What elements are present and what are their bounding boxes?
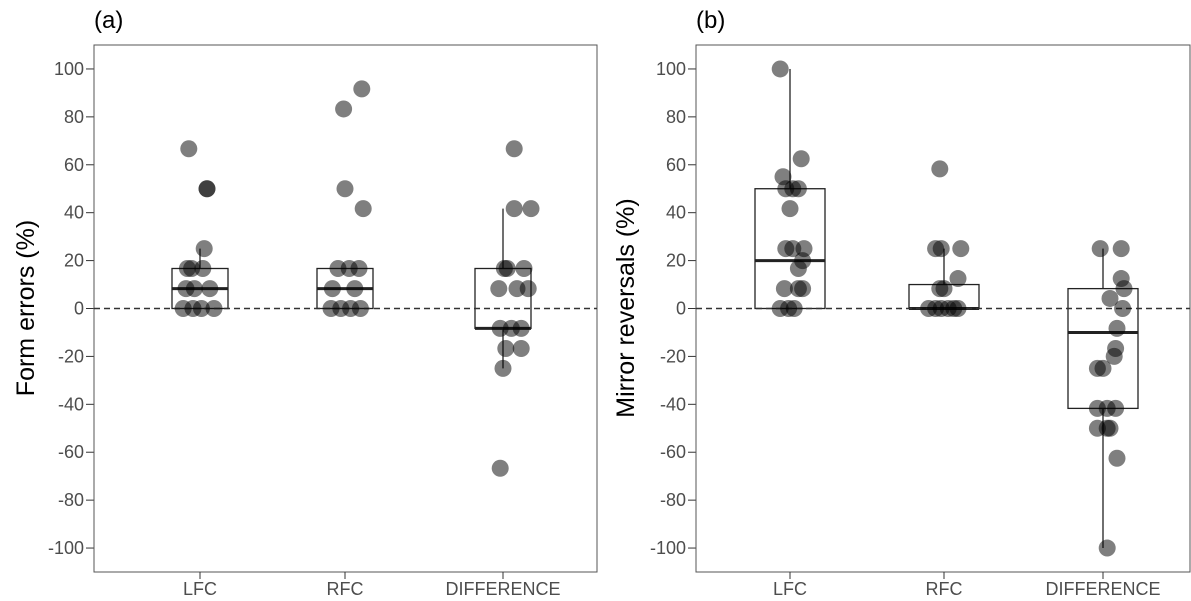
data-point [494,359,512,377]
data-point [1091,240,1109,258]
data-point [205,300,223,317]
data-point [1114,300,1132,317]
panel-b: (b) Mirror reversals (%) 100 80 60 40 20 0 -20… [612,7,1191,599]
y-tick-label: -60 [660,442,686,462]
data-point [1108,449,1126,467]
data-point [789,180,807,198]
y-tick-label: 40 [666,203,686,223]
y-tick-label: 80 [64,107,84,127]
data-point [323,280,341,298]
data-point [785,300,803,317]
x-tick-label: LFC [773,579,807,599]
panel-a: (a) Form errors (%) 100 80 60 40 20 0 -20 -40 -6… [12,7,598,599]
x-axis-ticks-a: LFC RFC DIFFERENCE [183,572,561,599]
y-tick-label: -100 [48,538,84,558]
x-tick-label: RFC [926,579,963,599]
data-point [498,259,516,277]
data-point [512,340,530,358]
data-point [354,200,372,218]
data-point [781,200,799,218]
data-point [522,200,540,218]
data-point [353,80,371,98]
y-tick-label: -40 [660,394,686,414]
data-point [192,300,210,317]
data-point [201,280,219,298]
y-tick-label: 20 [64,251,84,271]
data-point [351,300,369,317]
data-point [794,280,812,298]
box [474,267,532,330]
y-tick-label: 100 [54,59,84,79]
data-points-a [174,80,540,477]
y-axis-label-b: Mirror reversals (%) [612,198,640,417]
data-points-b [771,60,1133,557]
panel-tag-b: (b) [696,7,725,34]
data-point [1108,319,1126,337]
data-point [1101,419,1119,437]
y-tick-label: 20 [666,251,686,271]
data-point [512,319,530,337]
data-point [490,280,508,298]
y-tick-label: 100 [656,59,686,79]
panel-tag-a: (a) [94,7,123,34]
data-point [497,340,515,358]
data-point [183,259,201,277]
data-point [1107,399,1125,417]
data-point [1088,359,1106,377]
data-point [949,300,967,317]
data-point [1098,539,1116,557]
data-point [1088,419,1106,437]
data-point [935,280,953,298]
data-point [1105,347,1123,365]
data-point [350,259,368,277]
data-point [792,150,810,168]
y-tick-label: -60 [58,442,84,462]
data-point [346,280,364,298]
y-tick-label: 80 [666,107,686,127]
y-tick-label: -80 [660,490,686,510]
x-axis-ticks-b: LFC RFC DIFFERENCE [773,572,1161,599]
y-tick-label: -40 [58,394,84,414]
data-point [505,200,523,218]
x-tick-label: RFC [327,579,364,599]
data-point [952,240,970,258]
data-point [789,259,807,277]
y-tick-label: -20 [660,346,686,366]
y-tick-label: 0 [676,299,686,319]
y-tick-label: -100 [650,538,686,558]
y-tick-label: -20 [58,346,84,366]
x-tick-label: DIFFERENCE [445,579,560,599]
y-axis-ticks-a: 100 80 60 40 20 0 -20 -40 -60 -80 -100 [48,59,94,558]
data-point [1115,280,1133,298]
data-point [775,280,793,298]
data-point [335,100,353,118]
y-tick-label: 60 [64,155,84,175]
data-point [195,240,213,258]
y-axis-ticks-b: 100 80 60 40 20 0 -20 -40 -60 -80 -100 [650,59,696,558]
data-point [491,459,509,477]
data-point [519,280,537,298]
data-point [932,240,950,258]
data-point [515,259,533,277]
y-tick-label: -80 [58,490,84,510]
data-point [180,140,198,158]
data-point [336,180,354,198]
y-axis-label-a: Form errors (%) [12,220,40,396]
x-tick-label: LFC [183,579,217,599]
data-point [505,140,523,158]
y-tick-label: 60 [666,155,686,175]
data-point [1101,289,1119,307]
y-tick-label: 40 [64,203,84,223]
data-point [949,270,967,288]
data-point [931,160,949,178]
x-tick-label: DIFFERENCE [1045,579,1160,599]
data-point [771,60,789,78]
y-tick-label: 0 [74,299,84,319]
data-point [1112,240,1130,258]
data-point [198,180,216,198]
data-point [185,280,203,298]
